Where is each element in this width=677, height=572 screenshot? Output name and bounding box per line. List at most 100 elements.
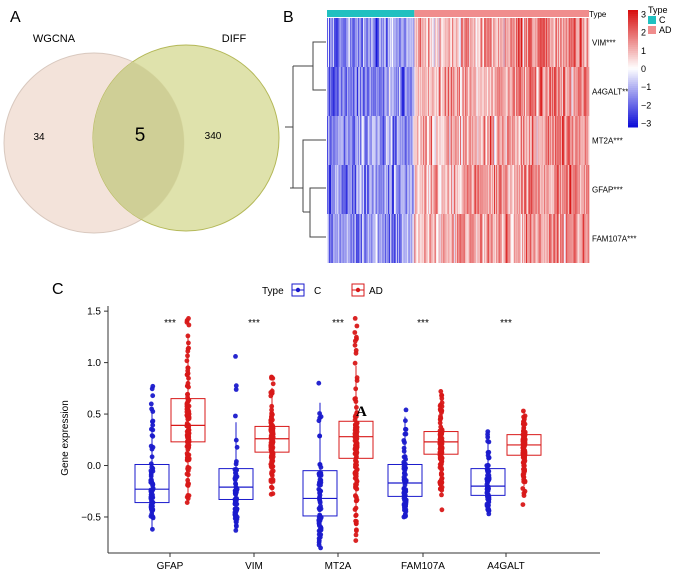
heatmap-cell [566,18,568,67]
heatmap-cell [505,18,507,67]
data-point [269,442,275,448]
colorbar-segment [628,68,638,71]
heatmap-cell [392,18,395,67]
heatmap-cell [576,18,578,67]
heatmap-cell [556,116,559,165]
data-point [233,471,239,477]
heatmap-cell [538,165,540,214]
heatmap-cell [409,214,411,263]
heatmap-cell [549,165,551,214]
heatmap-cell [477,214,479,263]
heatmap-cell [485,67,487,116]
heatmap-cell [543,18,545,67]
heatmap-cell [384,116,386,165]
heatmap-cell [361,67,364,116]
heatmap-cell [396,18,399,67]
heatmap-cell [501,67,503,116]
data-point [186,416,192,422]
panel-b-label: B [283,9,294,26]
heatmap-cell [401,165,404,214]
data-point [185,434,191,440]
heatmap-cell [480,67,482,116]
heatmap-cell [537,67,539,116]
heatmap-cell [413,116,415,165]
heatmap-cell [439,214,441,263]
heatmap-cell [588,67,590,116]
heatmap-cell [490,18,492,67]
heatmap-cell [380,18,382,67]
heatmap-cell [572,116,574,165]
heatmap-cell [441,165,443,214]
heatmap-cell [484,214,486,263]
heatmap-cell [553,18,555,67]
heatmap-cell [547,214,549,263]
heatmap-cell [566,67,568,116]
heatmap-cell [386,67,388,116]
heatmap-cell [528,214,531,263]
data-point [438,436,444,442]
heatmap-cell [357,214,359,263]
colorbar-segment [628,52,638,56]
heatmap-cell [396,67,399,116]
heatmap-cell [567,18,569,67]
heatmap-cell [359,116,362,165]
heatmap-cell [585,18,587,67]
heatmap-cell [529,214,532,263]
heatmap-cell [531,67,534,116]
heatmap-cell [439,116,441,165]
heatmap-cell [329,67,332,116]
heatmap-cell [456,67,458,116]
heatmap-cell [357,116,359,165]
heatmap-cell [364,67,367,116]
heatmap-cell [415,116,417,165]
heatmap-cell [519,165,521,214]
heatmap-cell [504,165,506,214]
heatmap-cell [360,18,363,67]
heatmap-cell [341,214,343,263]
data-point [352,360,358,366]
heatmap-cell [344,214,346,263]
heatmap-cell [584,67,586,116]
heatmap-cell [566,116,568,165]
heatmap-gene-label: FAM107A*** [592,235,636,244]
heatmap-cell [516,214,518,263]
heatmap-cell [453,116,455,165]
heatmap-cell [386,214,388,263]
heatmap-cell [335,18,338,67]
heatmap-cell [550,18,552,67]
heatmap-cell [476,18,478,67]
heatmap-cell [456,214,458,263]
heatmap-cell [462,165,465,214]
heatmap-cell [385,67,387,116]
data-point [354,450,360,455]
colorbar-segment [628,47,638,50]
colorbar-segment [628,54,638,58]
heatmap-cell [333,67,336,116]
heatmap-cell [498,116,501,165]
heatmap-cell [409,165,411,214]
heatmap-cell [430,165,433,214]
colorbar-segment [628,62,638,66]
heatmap-cell [327,165,330,214]
heatmap-cell [563,214,566,263]
heatmap-cell [382,67,384,116]
heatmap-cell [353,165,355,214]
heatmap-cell [429,214,432,263]
heatmap-cell [412,67,414,116]
heatmap-cell [390,214,392,263]
heatmap-cell [482,116,484,165]
heatmap-cell [561,116,564,165]
heatmap-cell [578,214,580,263]
heatmap-cell [416,214,418,263]
heatmap-cell [479,67,481,116]
heatmap-cell [506,18,508,67]
heatmap-cell [340,165,342,214]
heatmap-cell [328,214,331,263]
heatmap-cell [398,116,401,165]
heatmap-cell [416,116,418,165]
data-point [521,429,526,434]
heatmap-cell [582,165,584,214]
data-point [233,354,238,359]
heatmap-cell [446,67,448,116]
heatmap-cell [472,18,474,67]
